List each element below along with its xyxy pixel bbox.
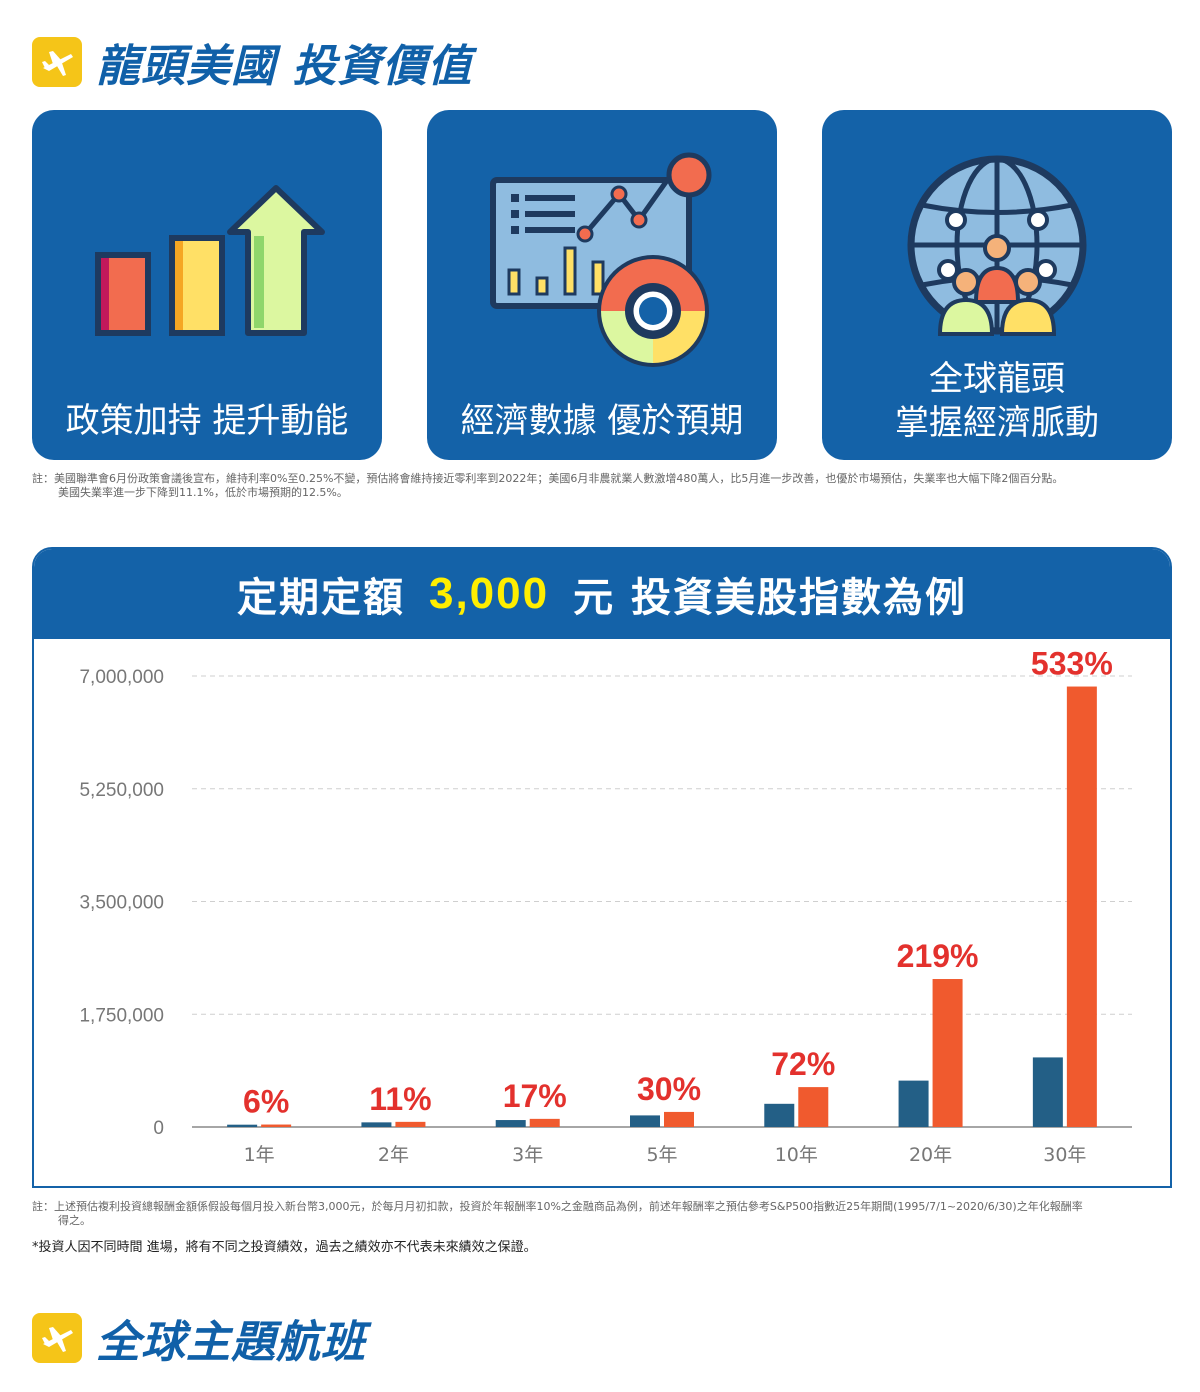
global-network-people-icon [907, 155, 1087, 336]
x-tick-label: 20年 [909, 1144, 952, 1166]
chart-banner-suffix: 元 投資美股指數為例 [573, 575, 968, 621]
bar-value-label: 30% [637, 1071, 701, 1107]
dashboard-analytics-icon [490, 152, 712, 367]
card-label-global-line2: 掌握經濟脈動 [895, 403, 1099, 443]
plane-icon [32, 1313, 82, 1363]
chart-note-line2: 得之。 [58, 1214, 91, 1227]
chart-note-line1: 註：上述預估複利投資總報酬金額係假設每個月投入新台幣3,000元，於每月月初扣款… [32, 1200, 1083, 1213]
bar-value-label: 72% [771, 1046, 835, 1082]
x-tick-label: 10年 [775, 1144, 818, 1166]
disclaimer: *投資人因不同時間 進場，將有不同之投資績效，過去之績效亦不代表未來績效之保證。 [32, 1240, 537, 1255]
chart-banner: 定期定額 3,000 元 投資美股指數為例 [34, 549, 1170, 639]
bar-series1 [361, 1122, 392, 1127]
bar-series2 [261, 1124, 292, 1127]
bar-value-label: 11% [369, 1081, 431, 1117]
policy-note-line2: 美國失業率進一步下降到11.1%，低於市場預期的12.5%。 [58, 486, 348, 499]
bar-value-label: 219% [897, 938, 979, 974]
value-cards: 政策加持 提升動能 經濟數據 優於預期 [32, 110, 1172, 460]
bar-value-label: 17% [503, 1078, 567, 1114]
bar-series1 [898, 1080, 929, 1127]
card-label-policy: 政策加持 提升動能 [65, 401, 349, 441]
y-tick-label: 3,500,000 [79, 893, 164, 914]
card-global: 全球龍頭 掌握經濟脈動 [822, 110, 1172, 460]
x-tick-label: 1年 [244, 1144, 275, 1166]
chart-panel: 定期定額 3,000 元 投資美股指數為例 0 1,750,000 3,500,00… [32, 547, 1172, 1188]
footer-title: 全球主題航班 [96, 1317, 366, 1368]
policy-note: 註：美國聯準會6月份政策會議後宣布，維持利率0%至0.25%不變，預估將會維持接… [32, 472, 1063, 500]
page-title: 龍頭美國 投資價值 [96, 41, 473, 92]
x-tick-label: 30年 [1043, 1144, 1086, 1166]
bar-series1 [764, 1103, 795, 1127]
card-economy: 經濟數據 優於預期 [427, 110, 777, 460]
card-label-global-line1: 全球龍頭 [929, 359, 1065, 399]
bar-series2 [664, 1111, 694, 1127]
bar-series1 [1032, 1057, 1063, 1127]
bar-series2 [798, 1087, 829, 1127]
investment-bar-chart: 0 1,750,000 3,500,000 5,250,000 7,000,000 6% 1… [79, 646, 1132, 1166]
chart-banner-prefix: 定期定額 [236, 575, 405, 621]
chart-banner-amount: 3,000 [428, 569, 550, 618]
x-tick-label: 3年 [512, 1144, 543, 1166]
y-tick-label: 0 [153, 1118, 164, 1139]
bar-series2 [932, 979, 963, 1127]
y-tick-label: 7,000,000 [79, 667, 164, 688]
chart-note: 註：上述預估複利投資總報酬金額係假設每個月投入新台幣3,000元，於每月月初扣款… [32, 1200, 1083, 1228]
footer-heading: 全球主題航班 [32, 1306, 366, 1370]
header: 龍頭美國 投資價值 [32, 30, 472, 94]
y-tick-label: 5,250,000 [79, 780, 164, 801]
bar-value-label: 6% [243, 1084, 289, 1120]
bar-series1 [495, 1120, 526, 1127]
policy-note-line1: 註：美國聯準會6月份政策會議後宣布，維持利率0%至0.25%不變，預估將會維持接… [32, 472, 1064, 485]
bar-series2 [395, 1121, 426, 1127]
bar-value-label: 533% [1031, 646, 1113, 682]
bar-series2 [529, 1118, 560, 1127]
card-label-economy: 經濟數據 優於預期 [460, 401, 744, 441]
bar-series2 [1066, 686, 1097, 1127]
plane-icon [32, 37, 82, 87]
x-tick-label: 2年 [378, 1144, 409, 1166]
x-tick-label: 5年 [646, 1144, 677, 1166]
y-tick-label: 1,750,000 [79, 1005, 164, 1026]
bar-series1 [630, 1115, 660, 1127]
bar-growth-arrow-icon [95, 185, 325, 336]
bar-series1 [227, 1124, 258, 1127]
card-policy: 政策加持 提升動能 [32, 110, 382, 460]
